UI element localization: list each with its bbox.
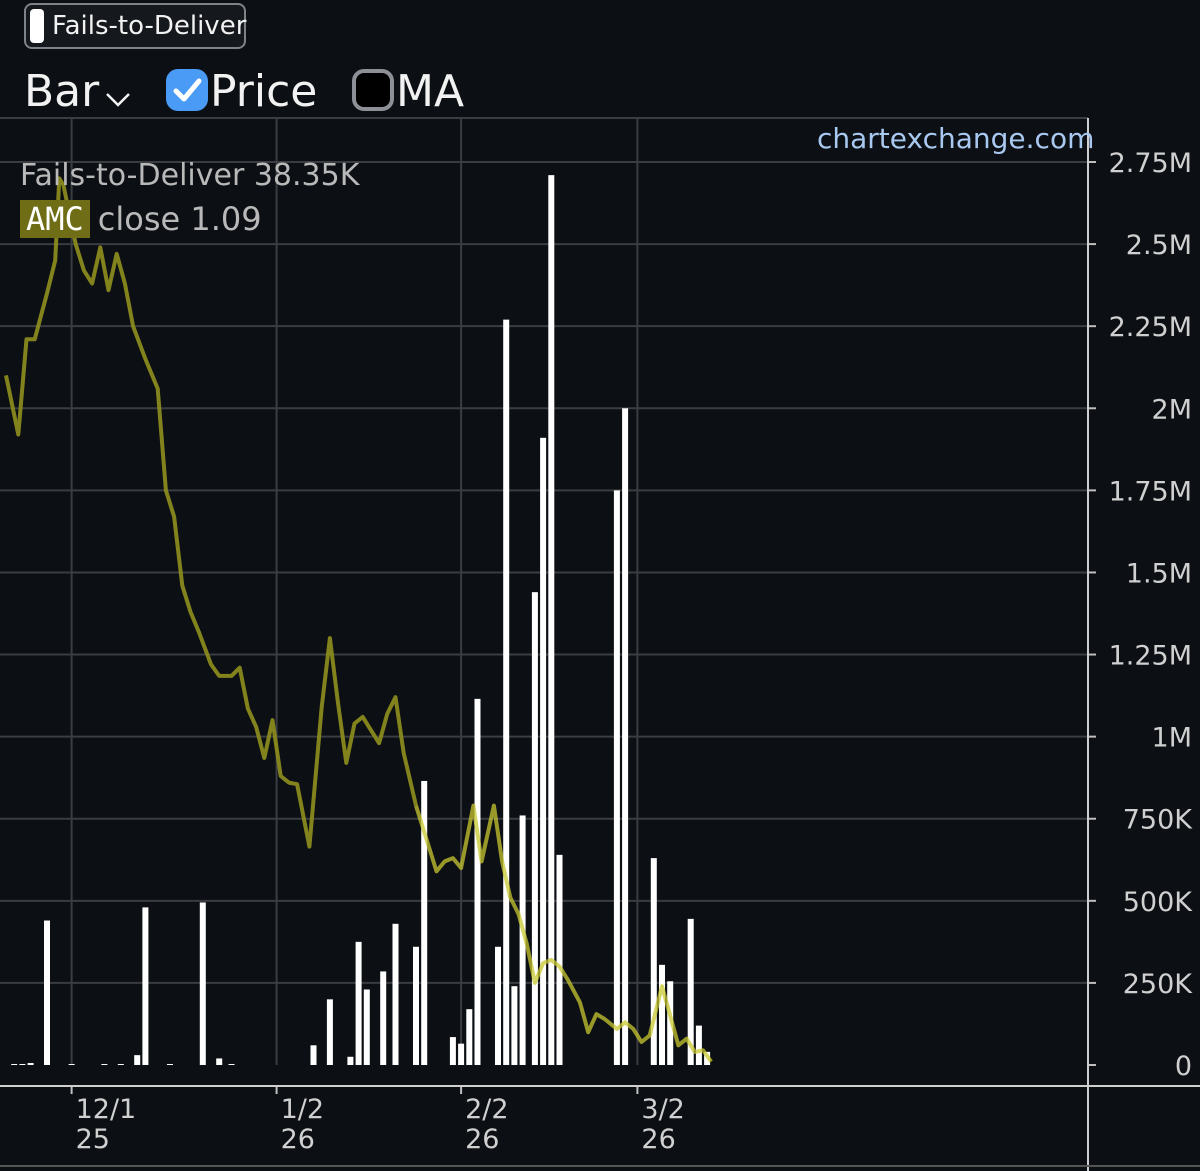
ftd-bar (519, 815, 526, 1065)
ftd-bar (511, 986, 518, 1065)
ftd-bar (466, 1009, 473, 1065)
x-tick-label-year: 26 (641, 1124, 675, 1155)
ftd-bar (556, 854, 563, 1065)
x-tick-label: 12/1 (76, 1094, 137, 1125)
axes: 0 250K 500K 750K 1M 1.25M 1.5M 1.75M 2M 2.25M 2.5M… (0, 118, 1200, 1171)
ma-toggle[interactable]: MA (352, 66, 464, 118)
y-tick-label: 500K (1123, 887, 1194, 918)
chart-type-select[interactable]: Bar (24, 66, 131, 120)
y-tick-label: 250K (1123, 969, 1194, 1000)
ftd-bar (458, 1043, 465, 1065)
y-tick-label: 1.25M (1109, 641, 1192, 672)
series-toggle-label: Fails-to-Deliver (52, 11, 247, 41)
ftd-bar (228, 1064, 235, 1065)
toggle-knob (30, 9, 44, 43)
ma-label: MA (396, 66, 465, 117)
x-tick-label-year: 26 (465, 1124, 499, 1155)
y-tick-label: 2.25M (1109, 312, 1192, 343)
ftd-bar (199, 902, 206, 1065)
x-tick-label: 1/2 (281, 1094, 324, 1125)
ftd-bar (474, 698, 481, 1065)
price-checkbox-icon[interactable] (166, 69, 208, 111)
ftd-bar (650, 858, 657, 1065)
series-toggle[interactable]: Fails-to-Deliver (24, 3, 246, 49)
y-tick-label: 0 (1175, 1051, 1192, 1082)
ftd-bar (326, 999, 333, 1065)
ftd-bar (134, 1055, 141, 1065)
ticker-badge: AMC (20, 200, 90, 238)
ftd-bar (347, 1056, 354, 1065)
ftd-bar (622, 408, 629, 1066)
legend-price: AMC close 1.09 (20, 200, 262, 238)
ftd-bar (540, 437, 547, 1065)
ftd-bar (363, 989, 370, 1065)
ftd-bar (44, 920, 50, 1065)
ftd-bar (68, 1064, 75, 1065)
ftd-bar (613, 490, 620, 1065)
y-tick-label: 1.75M (1109, 476, 1192, 507)
ftd-bar (380, 971, 387, 1065)
ftd-bar (531, 592, 538, 1065)
close-value: close 1.09 (97, 200, 262, 238)
bar-series (11, 175, 711, 1066)
y-tick-label: 1.5M (1126, 558, 1192, 589)
price-series (4, 176, 713, 1063)
ftd-bar (310, 1045, 317, 1065)
price-line-recent (414, 803, 713, 1063)
chevron-down-icon (105, 68, 131, 120)
y-tick-label: 2.5M (1126, 230, 1192, 261)
ftd-bar (695, 1025, 702, 1065)
legend-ftd: Fails-to-Deliver 38.35K (20, 158, 360, 193)
ftd-bar (11, 1064, 18, 1065)
ftd-bar (421, 780, 428, 1065)
ftd-bar (392, 923, 399, 1065)
chart-type-label: Bar (24, 66, 100, 117)
y-tick-label: 750K (1123, 805, 1194, 836)
ftd-bar (19, 1064, 26, 1065)
ftd-bar (548, 175, 555, 1066)
ftd-bar (216, 1058, 223, 1065)
ftd-bar (503, 319, 510, 1066)
x-tick-label-year: 26 (281, 1124, 315, 1155)
ftd-bar (687, 918, 694, 1065)
price-label: Price (210, 66, 318, 117)
y-tick-label: 2M (1152, 394, 1192, 425)
ftd-bar (27, 1063, 34, 1065)
ftd-bar (117, 1064, 124, 1065)
ftd-bar (167, 1064, 173, 1065)
ftd-bar (142, 907, 149, 1065)
ftd-bar (659, 964, 665, 1065)
ftd-bar (101, 1064, 108, 1065)
ftd-bar (413, 946, 419, 1065)
y-tick-label: 1M (1152, 723, 1192, 754)
ftd-bar (495, 946, 501, 1065)
price-line (4, 176, 418, 849)
x-tick-label: 2/2 (465, 1094, 508, 1125)
x-tick-label-year: 25 (76, 1124, 110, 1155)
y-tick-label: 2.75M (1109, 148, 1192, 179)
ma-checkbox-icon[interactable] (352, 69, 394, 111)
ftd-bar (355, 941, 362, 1065)
x-tick-label: 3/2 (641, 1094, 684, 1125)
ftd-bar (449, 1037, 456, 1065)
price-toggle[interactable]: Price (166, 66, 317, 118)
watermark[interactable]: chartexchange.com (817, 122, 1095, 155)
